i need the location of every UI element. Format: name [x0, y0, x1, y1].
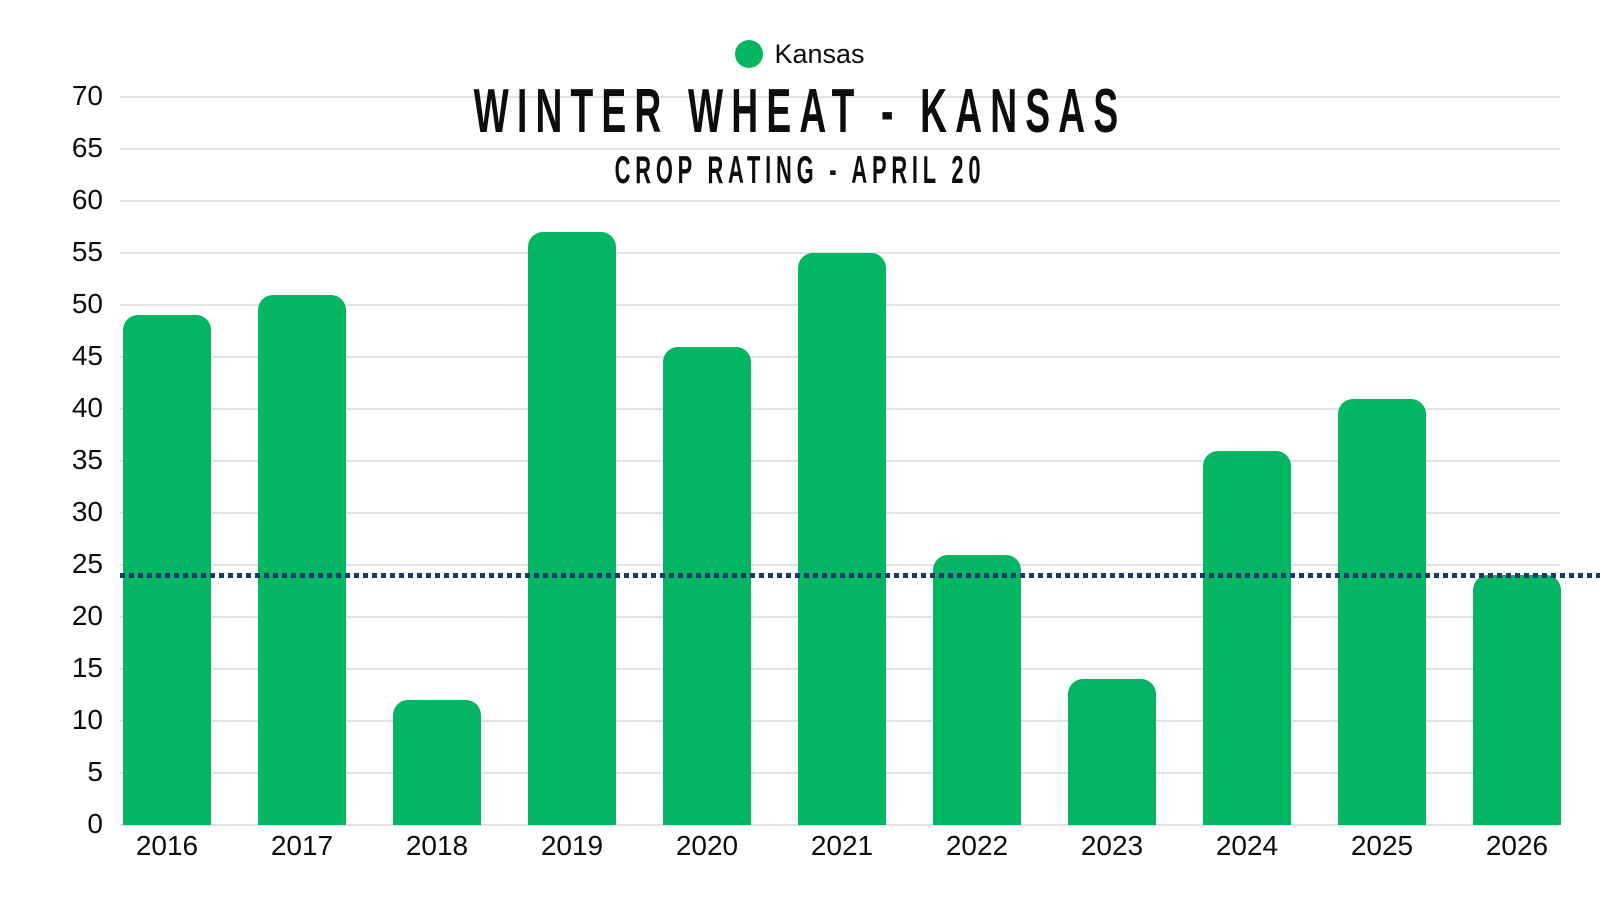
bar-2021	[798, 253, 886, 825]
legend-circle-icon	[735, 40, 764, 68]
gridline-70	[120, 96, 1560, 98]
bar-2018	[393, 700, 481, 825]
bar-2020	[663, 346, 751, 825]
chart-subtitle: CROP RATING - APRIL 20	[614, 149, 986, 192]
gridline-0	[120, 824, 1560, 826]
y-tick-label-5: 5	[87, 756, 103, 787]
bar-2017	[258, 294, 346, 825]
y-tick-label-0: 0	[87, 808, 103, 839]
x-tick-label-2020: 2020	[675, 830, 739, 861]
y-tick-label-70: 70	[71, 80, 103, 111]
x-tick-label-2025: 2025	[1350, 830, 1414, 861]
y-tick-label-55: 55	[71, 236, 103, 267]
x-tick-label-2021: 2021	[810, 830, 874, 861]
gridline-65	[120, 148, 1560, 150]
y-tick-label-60: 60	[71, 184, 103, 215]
y-tick-label-10: 10	[71, 704, 103, 735]
x-tick-label-2022: 2022	[945, 830, 1009, 861]
bar-2022	[933, 554, 1021, 825]
x-tick-label-2017: 2017	[270, 830, 334, 861]
y-tick-label-15: 15	[71, 652, 103, 683]
y-tick-label-20: 20	[71, 600, 103, 631]
bar-2025	[1338, 398, 1426, 825]
x-tick-label-2018: 2018	[405, 830, 469, 861]
gridline-60	[120, 200, 1560, 202]
x-tick-label-2024: 2024	[1215, 830, 1279, 861]
y-tick-label-25: 25	[71, 548, 103, 579]
y-tick-label-50: 50	[71, 288, 103, 319]
bar-2019	[528, 232, 616, 825]
y-tick-label-65: 65	[71, 132, 103, 163]
bar-2016	[123, 315, 211, 825]
bar-2026	[1473, 575, 1561, 825]
y-tick-label-45: 45	[71, 340, 103, 371]
y-tick-label-40: 40	[71, 392, 103, 423]
chart-title: WINTER WHEAT - KANSAS	[473, 77, 1127, 146]
legend: Kansas	[0, 40, 1600, 68]
legend-label: Kansas	[774, 38, 865, 69]
y-tick-label-30: 30	[71, 496, 103, 527]
reference-line	[120, 572, 1600, 578]
y-tick-label-35: 35	[71, 444, 103, 475]
x-tick-label-2016: 2016	[135, 830, 199, 861]
x-tick-label-2023: 2023	[1080, 830, 1144, 861]
bar-2024	[1203, 450, 1291, 825]
x-tick-label-2026: 2026	[1485, 830, 1549, 861]
bar-2023	[1068, 679, 1156, 825]
x-tick-label-2019: 2019	[540, 830, 604, 861]
